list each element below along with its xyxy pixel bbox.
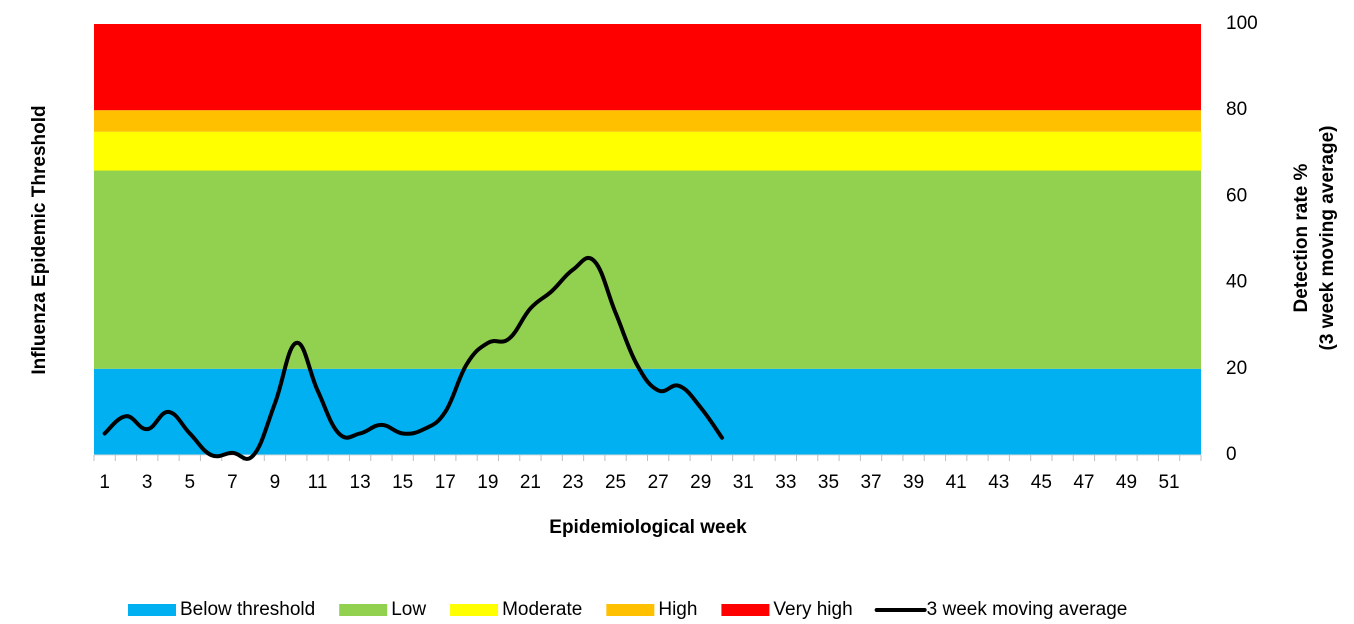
x-tick-label: 19: [477, 472, 498, 493]
legend-swatch: [128, 604, 176, 616]
y2-tick-label: 100: [1226, 13, 1258, 34]
legend-swatch: [606, 604, 655, 616]
x-tick-label: 5: [185, 472, 196, 493]
x-tick-label: 23: [562, 472, 583, 493]
x-tick-label: 1: [99, 472, 110, 493]
line-series: [102, 255, 725, 461]
x-tick-label: 7: [227, 472, 238, 493]
x-tick-label: 37: [860, 472, 881, 493]
x-tick-label: 13: [350, 472, 371, 493]
x-tick-label: 15: [392, 472, 413, 493]
y2-tick-label: 60: [1226, 185, 1247, 206]
x-tick-label: 39: [903, 472, 924, 493]
x-tick-label: 33: [775, 472, 796, 493]
y2-tick-label: 40: [1226, 272, 1247, 293]
threshold-band: [94, 170, 1201, 369]
x-tick-label: 41: [946, 472, 967, 493]
legend-label: High: [658, 599, 697, 620]
x-tick-label: 27: [648, 472, 669, 493]
x-tick-label: 3: [142, 472, 153, 493]
legend-label: Low: [391, 599, 426, 620]
x-tick-label: 29: [690, 472, 711, 493]
legend-label: Very high: [773, 599, 852, 620]
legend-swatch: [450, 604, 499, 616]
x-tick-label: 17: [435, 472, 456, 493]
x-axis-title: Epidemiological week: [549, 517, 747, 538]
y2-tick-label: 0: [1226, 444, 1237, 465]
legend-swatch: [339, 604, 388, 616]
threshold-band: [94, 24, 1201, 111]
x-tick-label: 51: [1158, 472, 1179, 493]
x-tick-label: 35: [818, 472, 839, 493]
x-tick-label: 25: [605, 472, 626, 493]
legend-label: 3 week moving average: [927, 599, 1128, 620]
legend-label: Moderate: [502, 599, 582, 620]
y2-axis-title: (3 week moving average): [1317, 126, 1338, 351]
y2-tick-label: 80: [1226, 99, 1247, 120]
legend-swatch: [721, 604, 770, 616]
x-tick-label: 31: [733, 472, 754, 493]
threshold-band: [94, 131, 1201, 171]
y-axis-title: Influenza Epidemic Threshold: [29, 105, 50, 374]
y2-tick-label: 20: [1226, 358, 1247, 379]
threshold-band: [94, 110, 1201, 132]
x-tick-label: 11: [308, 472, 328, 493]
x-tick-label: 9: [270, 472, 281, 493]
legend-label: Below threshold: [180, 599, 315, 620]
x-tick-label: 43: [988, 472, 1009, 493]
x-tick-label: 21: [520, 472, 541, 493]
x-tick-label: 47: [1073, 472, 1094, 493]
y2-axis-title: Detection rate %: [1291, 163, 1312, 312]
x-tick-label: 45: [1031, 472, 1052, 493]
x-tick-label: 49: [1116, 472, 1137, 493]
